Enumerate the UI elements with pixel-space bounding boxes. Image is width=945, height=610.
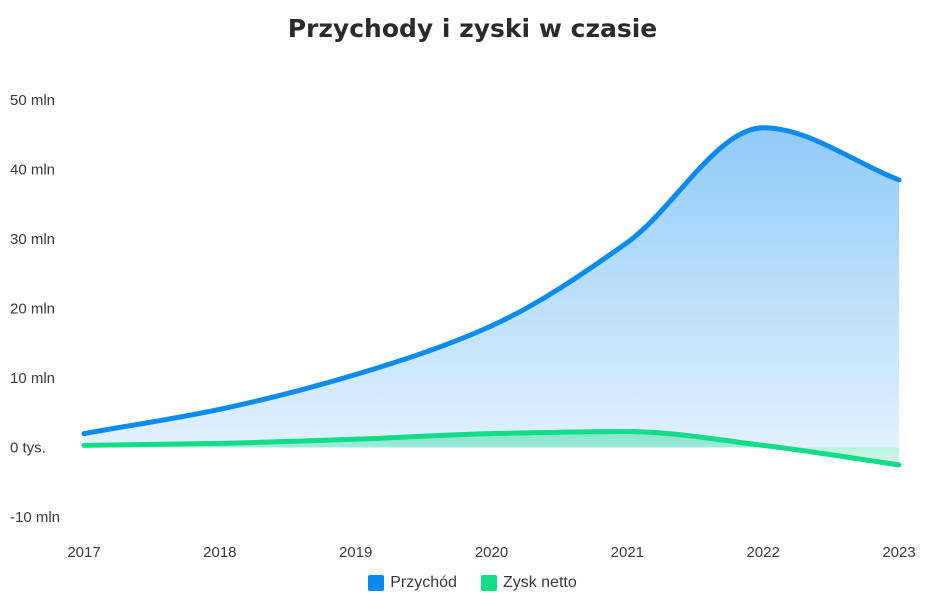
series-area-profit — [84, 431, 899, 465]
y-tick-label: 40 mln — [10, 162, 55, 179]
legend-swatch-revenue — [368, 575, 385, 591]
series-layer — [81, 125, 902, 468]
legend-swatch-profit — [480, 575, 497, 591]
x-axis-tick-labels: 2017 2018 2019 2020 2021 2022 2023 — [67, 544, 915, 561]
y-tick-label: 0 tys. — [10, 440, 46, 457]
x-tick-label: 2022 — [746, 544, 779, 561]
x-tick-label: 2018 — [203, 544, 236, 561]
legend-label-profit: Zysk netto — [502, 574, 577, 591]
legend-item-profit[interactable]: Zysk netto — [480, 574, 577, 592]
x-tick-label: 2020 — [475, 544, 508, 561]
y-tick-label: 20 mln — [10, 301, 55, 318]
chart-title: Przychody i zyski w czasie — [287, 14, 658, 43]
series-line-revenue — [81, 125, 902, 437]
y-tick-label: 30 mln — [10, 231, 55, 248]
y-tick-label: 50 mln — [10, 92, 55, 109]
y-axis-tick-labels: 50 mln 40 mln 30 mln 20 mln 10 mln 0 tys. -10 … — [10, 92, 60, 526]
y-tick-label: 10 mln — [10, 370, 55, 387]
x-tick-label: 2019 — [339, 544, 372, 561]
x-tick-label: 2023 — [882, 544, 915, 561]
y-tick-label: -10 mln — [10, 509, 60, 526]
series-area-revenue — [84, 127, 899, 448]
series-line-profit — [81, 429, 902, 468]
legend: Przychód Zysk netto — [0, 574, 945, 592]
legend-item-revenue[interactable]: Przychód — [368, 574, 457, 592]
legend-label-revenue: Przychód — [390, 574, 457, 591]
x-tick-label: 2017 — [67, 544, 100, 561]
x-tick-label: 2021 — [611, 544, 644, 561]
